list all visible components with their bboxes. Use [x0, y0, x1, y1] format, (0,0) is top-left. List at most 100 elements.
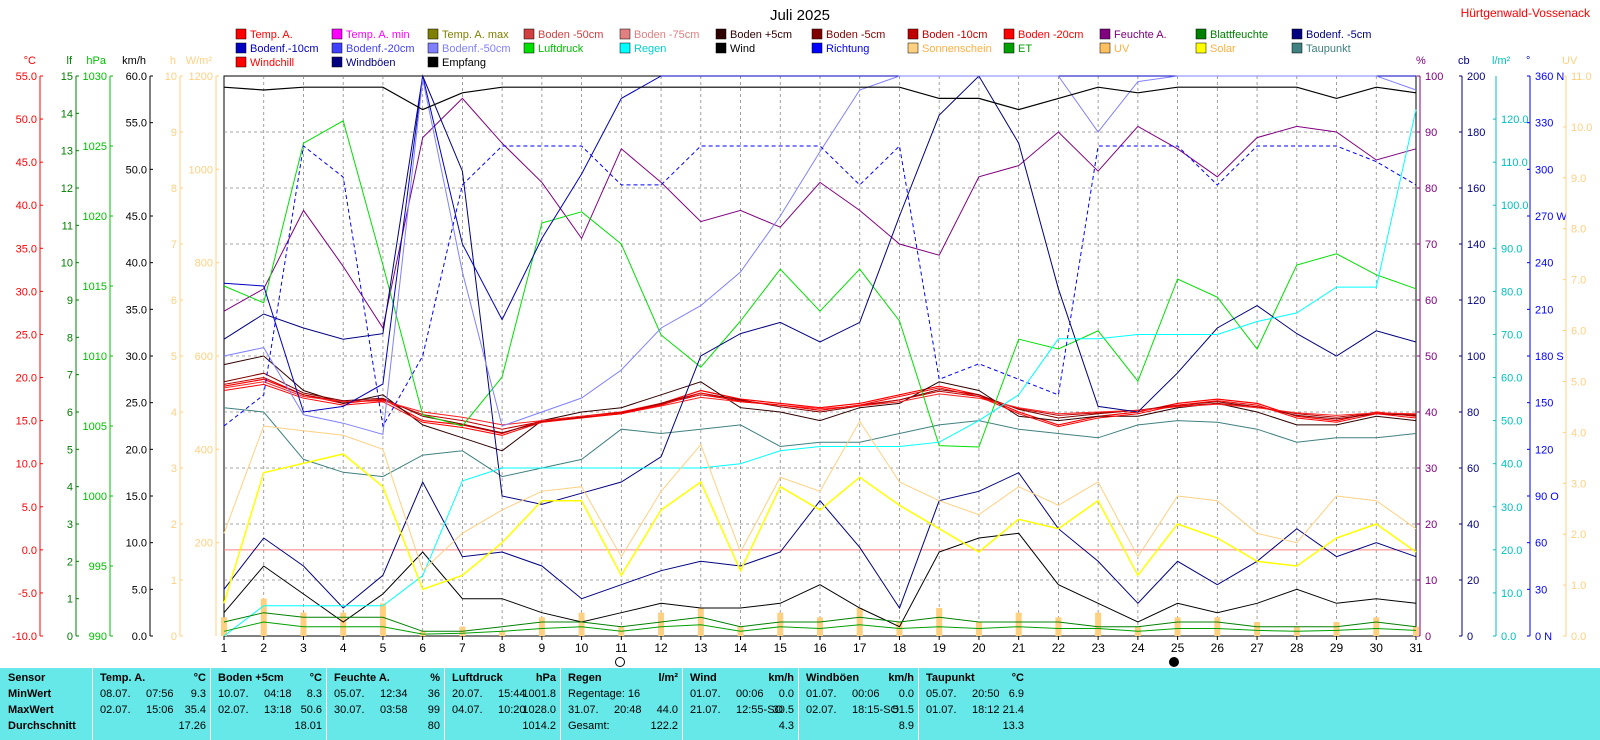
stats-date: 31.07.: [568, 704, 599, 716]
stats-time: 04:18: [264, 688, 292, 700]
right-axis-tick-label: 4.0: [1571, 427, 1586, 439]
series-regen: [223, 109, 1417, 637]
right-axis-tick-label: 40: [1467, 519, 1479, 531]
right-axis-tick-label: 120.0: [1501, 114, 1529, 126]
series-feuchte-a: [223, 97, 1417, 330]
left-axis-tick-label: 30.0: [126, 351, 147, 363]
right-axis-tick-label: 30.0: [1501, 502, 1522, 514]
stats-header: Taupunkt: [926, 672, 975, 684]
stats-value: 9.3: [190, 688, 206, 700]
right-axis-tick-label: 20: [1467, 575, 1479, 587]
left-axis-tick-label: 400: [195, 444, 213, 456]
legend-swatch-richtung: [811, 42, 823, 54]
right-axis-tick-label: 50: [1425, 351, 1437, 363]
right-axis-tick-label: 30: [1535, 584, 1547, 596]
left-axis-tick-label: 1000: [83, 491, 107, 503]
legend-swatch-blattfeuchte: [1195, 28, 1207, 40]
left-axis-tick-label: 0.0: [22, 545, 37, 557]
daily-bar: [1214, 617, 1221, 636]
series-solar: [223, 453, 1417, 604]
left-axis-tick-label: 55.0: [126, 118, 147, 130]
daily-bar: [499, 631, 506, 636]
left-axis-tick-label: 0: [67, 631, 73, 643]
stats-value: 35.4: [184, 704, 206, 716]
left-axis-tick-label: 15.0: [126, 491, 147, 503]
left-axis-tick-label: 20.0: [126, 444, 147, 456]
left-axis-tick-label: 2: [171, 519, 177, 531]
legend-label-sonnenschein: Sonnenschein: [922, 43, 992, 55]
left-axis-tick-label: 995: [89, 561, 107, 573]
left-axis-unit-hpa: hPa: [86, 55, 106, 67]
legend-label-blattfeuchte: Blattfeuchte: [1210, 29, 1268, 41]
right-axis-tick-label: 9.0: [1571, 173, 1586, 185]
legend-swatch-et: [1003, 42, 1015, 54]
right-axis-unit-1: cb: [1458, 55, 1470, 67]
legend-label-bodenf-50cm: Bodenf.-50cm: [442, 43, 510, 55]
stats-time: 03:58: [380, 704, 408, 716]
x-tick-label: 10: [575, 641, 589, 655]
stats-time: 13:18: [264, 704, 292, 716]
left-axis-tick-label: -10.0: [12, 631, 37, 643]
left-axis-tick-label: 600: [195, 351, 213, 363]
stats-time: 18:15-SO: [852, 704, 900, 716]
stats-value: 8.9: [898, 720, 914, 732]
stats-value: 36: [427, 688, 440, 700]
right-axis-tick-label: 10: [1425, 575, 1437, 587]
left-axis-tick-label: 50.0: [16, 114, 37, 126]
x-tick-label: 11: [615, 641, 628, 655]
stats-date: 04.07.: [452, 704, 483, 716]
left-axis-tick-label: 4: [67, 482, 73, 494]
x-tick-label: 31: [1409, 641, 1423, 655]
legend-swatch-sonnenschein: [907, 42, 919, 54]
right-axis-tick-label: 1.0: [1571, 580, 1586, 592]
left-axis-tick-label: 7: [171, 239, 177, 251]
legend-label-et: ET: [1018, 43, 1032, 55]
right-axis-tick-label: 270 W: [1535, 211, 1567, 223]
stats-time: 00:06: [852, 688, 880, 700]
daily-bar: [1333, 622, 1340, 636]
moon-phase-icons: [615, 657, 1179, 667]
stats-date: 30.07.: [334, 704, 365, 716]
legend-label-richtung: Richtung: [826, 43, 869, 55]
legend-swatch-boden-5cm: [811, 28, 823, 40]
x-tick-label: 7: [459, 641, 466, 655]
series-boden-5cm: [223, 372, 1417, 434]
stats-date: 08.07.: [100, 688, 131, 700]
stats-date: 21.07.: [690, 704, 721, 716]
legend-swatch-temp-a-min: [331, 28, 343, 40]
left-axis-tick-label: 5.0: [22, 502, 37, 514]
left-axis-tick-label: 3: [67, 519, 73, 531]
left-axis-tick-label: 3: [171, 463, 177, 475]
daily-bar: [975, 622, 982, 636]
legend-label-boden-5cm: Boden -5cm: [826, 29, 885, 41]
legend-swatch-bodenf-50cm: [427, 42, 439, 54]
stats-unit: hPa: [535, 672, 556, 684]
series-boden-20cm: [223, 381, 1417, 426]
left-axis-tick-label: 35.0: [16, 243, 37, 255]
right-axis-tick-label: 0 N: [1535, 631, 1552, 643]
x-tick-label: 17: [853, 641, 867, 655]
left-axis-tick-label: 1025: [83, 141, 107, 153]
stats-unit: %: [430, 672, 440, 684]
left-axis-tick-label: 5: [171, 351, 177, 363]
x-tick-label: 27: [1250, 641, 1264, 655]
stats-date: 20.07.: [452, 688, 483, 700]
series-blattfeuchte: [223, 612, 1417, 632]
right-axis-tick-label: 6.0: [1571, 326, 1586, 338]
stats-value: 50.6: [300, 704, 322, 716]
right-axis-tick-label: 40.0: [1501, 459, 1522, 471]
x-tick-label: 18: [893, 641, 907, 655]
stats-value: 13.3: [1002, 720, 1024, 732]
legend-swatch-regen: [619, 42, 631, 54]
right-axis-tick-label: 180 S: [1535, 351, 1564, 363]
right-axis-tick-label: 360 N: [1535, 71, 1564, 83]
left-axis-tick-label: 8: [171, 183, 177, 195]
legend-label-wind: Wind: [730, 43, 755, 55]
left-axis-tick-label: 5: [67, 444, 73, 456]
left-axis-tick-label: 10.0: [16, 459, 37, 471]
series-windchill: [223, 383, 1417, 436]
legend-swatch-windb-en: [331, 56, 343, 68]
chart-background: [0, 0, 1600, 668]
stats-value: 44.0: [656, 704, 678, 716]
legend-label-feuchte-a: Feuchte A.: [1114, 29, 1167, 41]
